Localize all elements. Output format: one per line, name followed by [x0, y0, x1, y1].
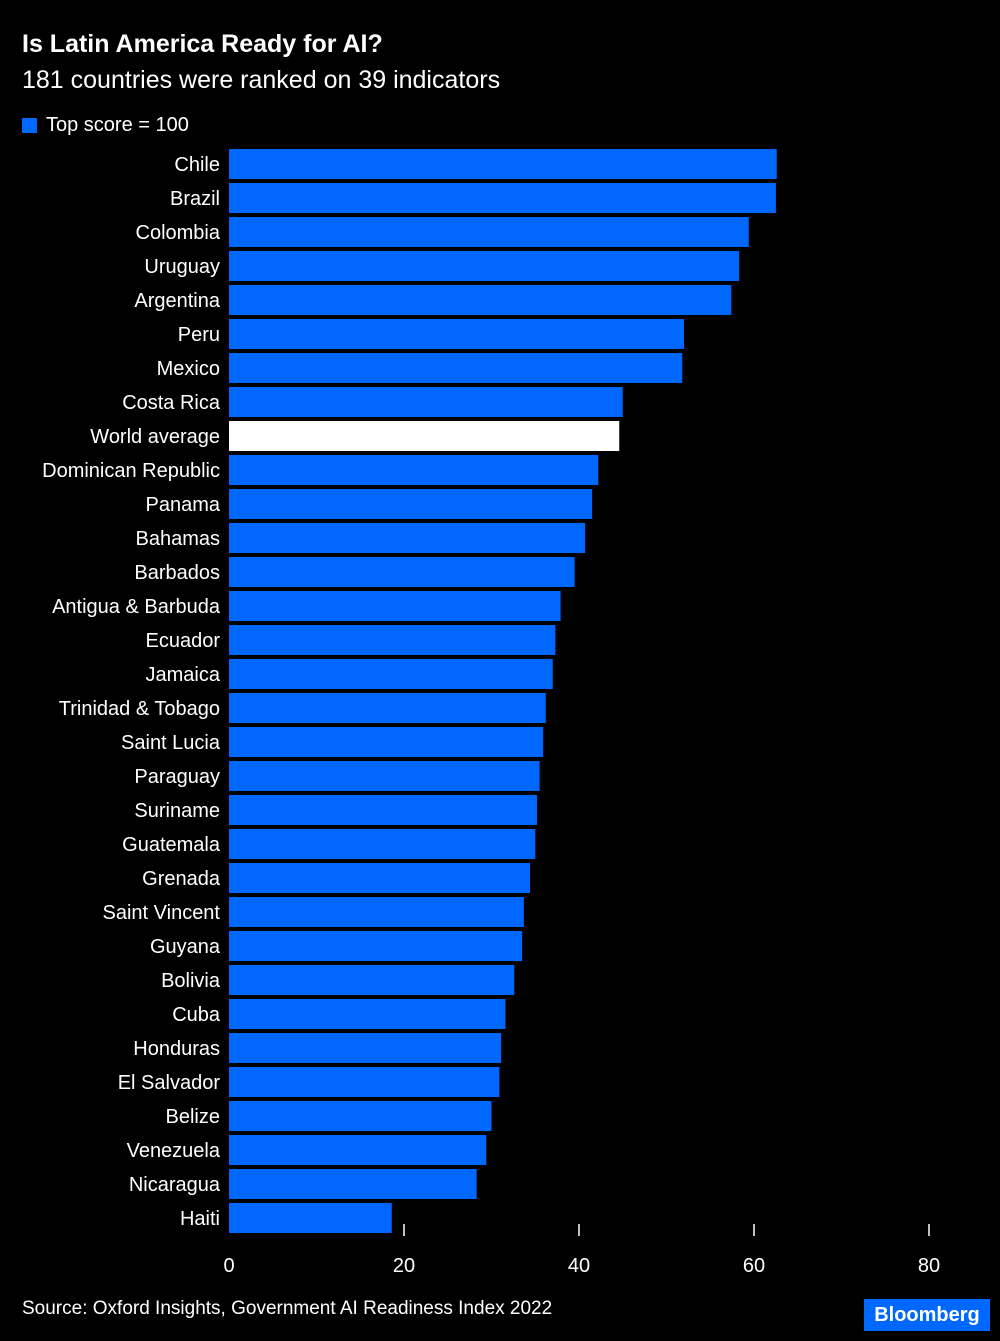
x-tick-label: 0 [223, 1255, 234, 1277]
bar-barbados [229, 557, 575, 587]
bar-mexico [229, 353, 683, 383]
category-label: Bahamas [136, 528, 221, 550]
legend: Top score = 100 [22, 114, 189, 137]
x-tick-label: 20 [393, 1255, 415, 1277]
bar-colombia [229, 217, 749, 247]
bar-suriname [229, 795, 537, 825]
category-label: Barbados [134, 562, 220, 584]
bar-brazil [229, 183, 776, 213]
bar-saint-vincent [229, 897, 524, 927]
legend-swatch [22, 118, 37, 133]
category-label: Mexico [157, 358, 220, 380]
category-label: Haiti [180, 1208, 220, 1230]
bloomberg-logo: Bloomberg [864, 1299, 990, 1331]
category-label: Grenada [142, 868, 221, 890]
bar-el-salvador [229, 1067, 500, 1097]
category-label: Venezuela [127, 1140, 221, 1162]
bar-world-average [229, 421, 620, 451]
bar-saint-lucia [229, 727, 544, 757]
bar-dominican-republic [229, 455, 599, 485]
category-label: Costa Rica [122, 392, 221, 414]
bar-haiti [229, 1203, 392, 1233]
bar-guyana [229, 931, 523, 961]
category-label: Argentina [134, 290, 220, 312]
bar-bolivia [229, 965, 515, 995]
bar-venezuela [229, 1135, 487, 1165]
bar-peru [229, 319, 684, 349]
category-label: Panama [146, 494, 221, 516]
category-label: Ecuador [146, 630, 221, 652]
bar-chile [229, 149, 777, 179]
category-label: Peru [178, 324, 220, 346]
category-label: Trinidad & Tobago [59, 698, 220, 720]
bar-argentina [229, 285, 732, 315]
bar-honduras [229, 1033, 502, 1063]
category-label: Brazil [170, 188, 220, 210]
bar-bahamas [229, 523, 586, 553]
category-label: Uruguay [144, 256, 220, 278]
category-label: Colombia [136, 222, 221, 244]
x-tick-label: 40 [568, 1255, 590, 1277]
category-label: Chile [174, 154, 220, 176]
source-note: Source: Oxford Insights, Government AI R… [22, 1298, 553, 1319]
category-label: Dominican Republic [42, 460, 220, 482]
category-label: Bolivia [161, 970, 221, 992]
category-label: Suriname [134, 800, 220, 822]
chart-subtitle: 181 countries were ranked on 39 indicato… [22, 66, 501, 94]
bar-paraguay [229, 761, 540, 791]
category-label: Paraguay [134, 766, 220, 788]
bar-grenada [229, 863, 530, 893]
x-tick-label: 80 [918, 1255, 940, 1277]
bar-antigua-barbuda [229, 591, 561, 621]
category-label: Honduras [133, 1038, 220, 1060]
category-label: Saint Lucia [121, 732, 221, 754]
category-label: Nicaragua [129, 1174, 221, 1196]
category-label: World average [90, 426, 220, 448]
x-tick-label: 60 [743, 1255, 765, 1277]
category-label: Guyana [150, 936, 221, 958]
chart-title: Is Latin America Ready for AI? [22, 30, 383, 58]
bar-uruguay [229, 251, 740, 281]
bar-panama [229, 489, 593, 519]
bar-costa-rica [229, 387, 623, 417]
category-label: Jamaica [146, 664, 221, 686]
category-label: Saint Vincent [103, 902, 221, 924]
bar-guatemala [229, 829, 536, 859]
category-label: El Salvador [118, 1072, 221, 1094]
bar-trinidad-tobago [229, 693, 546, 723]
legend-label: Top score = 100 [46, 114, 189, 136]
bar-jamaica [229, 659, 553, 689]
bar-ecuador [229, 625, 556, 655]
category-label: Belize [166, 1106, 220, 1128]
category-label: Cuba [172, 1004, 221, 1026]
bar-nicaragua [229, 1169, 477, 1199]
bar-cuba [229, 999, 506, 1029]
category-label: Guatemala [122, 834, 221, 856]
bar-belize [229, 1101, 492, 1131]
category-label: Antigua & Barbuda [52, 596, 221, 618]
